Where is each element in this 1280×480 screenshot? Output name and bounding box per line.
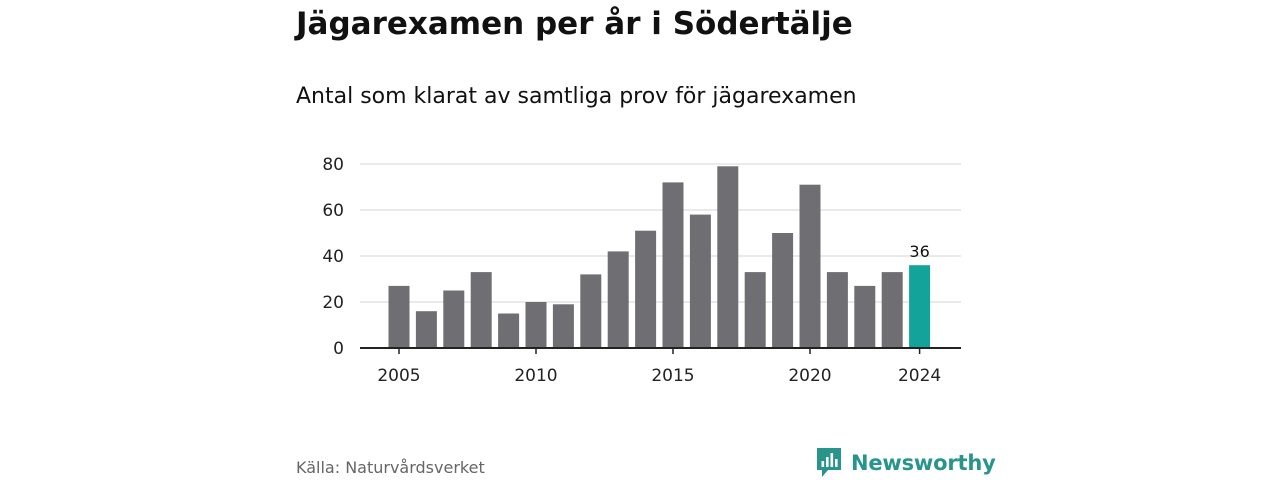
bar-2007: [443, 290, 465, 348]
x-tick-label: 2005: [377, 366, 420, 386]
y-tick-label: 0: [333, 339, 344, 359]
bar-chart: 0 20 40 60 80 2005 2010 2015 2020 2024 36: [322, 155, 961, 386]
bar-2013: [607, 251, 629, 348]
bar-2020: [799, 184, 821, 348]
bar-chart-speech-bubble-icon: [817, 448, 841, 477]
bar-2012: [580, 274, 602, 348]
bar-2008: [470, 272, 492, 348]
bar-2021: [826, 272, 848, 348]
bar-2005: [388, 285, 410, 348]
chart-subtitle: Antal som klarat av samtliga prov för jä…: [296, 84, 857, 109]
y-tick-label: 40: [322, 247, 344, 267]
x-tick-label: 2015: [651, 366, 694, 386]
y-tick-label: 60: [322, 201, 344, 221]
bar-2015: [662, 182, 684, 348]
bar-2022: [854, 285, 876, 348]
data-label-2024: 36: [909, 242, 929, 261]
bar-2024: [909, 265, 931, 348]
source-note: Källa: Naturvårdsverket: [296, 458, 485, 477]
bars: [388, 166, 931, 348]
gridlines: [360, 163, 961, 303]
x-tick-label: 2020: [788, 366, 831, 386]
chart-title: Jägarexamen per år i Södertälje: [296, 6, 853, 42]
brand-logo: Newsworthy: [815, 446, 996, 480]
bar-2017: [717, 166, 739, 348]
bar-2023: [881, 272, 903, 348]
bar-2019: [772, 233, 794, 348]
bar-2018: [744, 272, 766, 348]
x-tick-label: 2010: [514, 366, 557, 386]
y-tick-label: 20: [322, 293, 344, 313]
x-axis: 2005 2010 2015 2020 2024: [360, 347, 961, 386]
bar-2006: [415, 311, 437, 348]
bar-2009: [498, 313, 520, 348]
data-labels: 36: [909, 242, 929, 261]
y-tick-label: 80: [322, 155, 344, 175]
bar-2014: [635, 230, 657, 348]
brand-name: Newsworthy: [851, 451, 996, 475]
bar-2011: [552, 304, 574, 348]
x-tick-label: 2024: [898, 366, 941, 386]
y-axis-ticks: 0 20 40 60 80: [322, 155, 344, 359]
bar-2016: [689, 214, 711, 348]
bar-2010: [525, 302, 547, 348]
